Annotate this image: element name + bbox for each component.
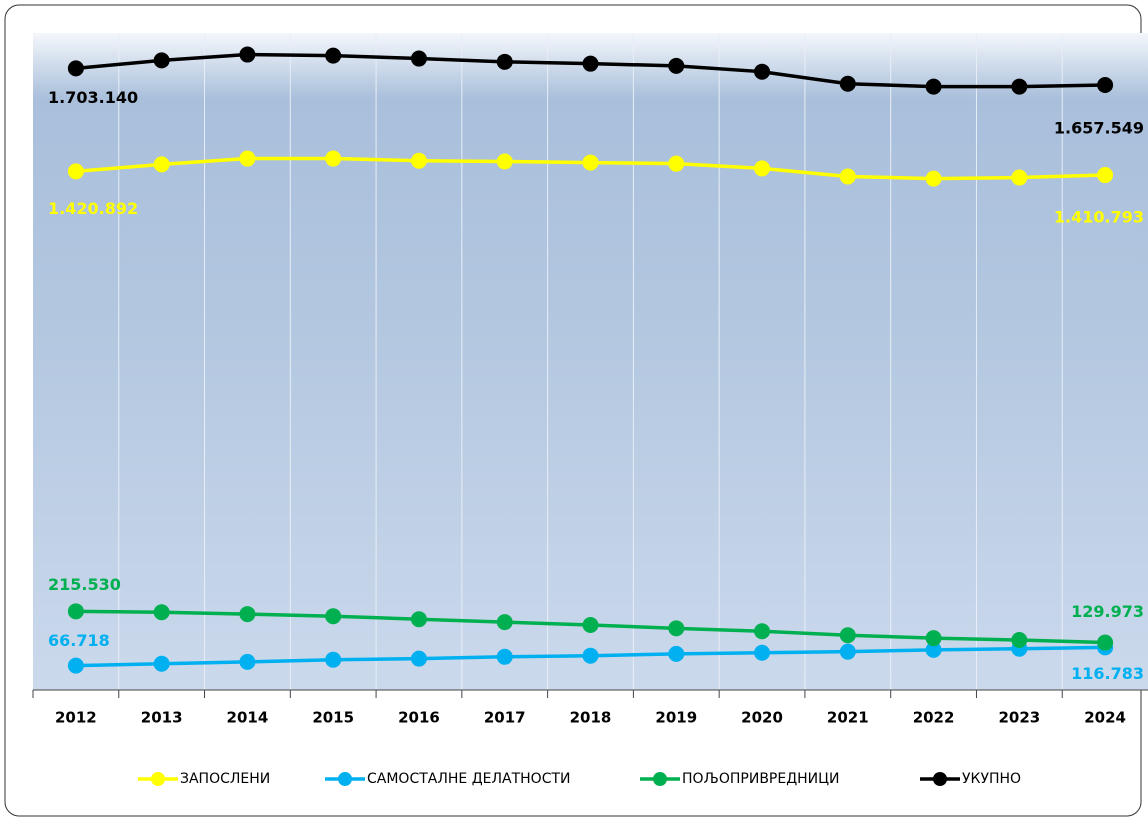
x-tick-label: 2021 [827,709,869,727]
marker [668,57,685,74]
data-label: 1.420.892 [48,199,138,218]
marker [67,60,84,77]
marker [325,47,342,64]
x-tick-label: 2013 [141,709,183,727]
marker [153,156,170,173]
x-tick-label: 2023 [998,709,1040,727]
legend-marker [338,772,352,786]
legend-label: УКУПНО [962,771,1021,787]
marker [582,55,599,72]
data-label: 1.703.140 [48,88,138,107]
x-tick-label: 2017 [484,709,526,727]
marker [1011,78,1028,95]
marker [325,608,342,625]
marker [668,155,685,172]
marker [410,152,427,169]
marker [839,643,856,660]
marker [153,655,170,672]
marker [153,52,170,69]
marker [496,614,513,631]
marker [325,651,342,668]
marker [839,627,856,644]
marker [582,647,599,664]
legend-label: ЗАПОСЛЕНИ [180,771,270,787]
marker [668,645,685,662]
marker [582,617,599,634]
marker [839,168,856,185]
marker [925,641,942,658]
x-tick-label: 2020 [741,709,783,727]
marker [1097,167,1114,184]
marker [754,63,771,80]
x-tick-label: 2024 [1084,709,1126,727]
plot-area [33,33,1148,690]
marker [325,150,342,167]
marker [1011,169,1028,186]
x-tick-label: 2014 [227,709,269,727]
marker [153,604,170,621]
marker [1097,76,1114,93]
marker [410,50,427,67]
marker [239,150,256,167]
marker [925,170,942,187]
marker [67,163,84,180]
marker [496,53,513,70]
marker [754,644,771,661]
legend-label: ПОЉОПРИВРЕДНИЦИ [682,771,840,787]
marker [582,154,599,171]
legend-marker [653,772,667,786]
x-tick-label: 2015 [312,709,354,727]
data-label: 116.783 [1071,664,1144,683]
marker [925,78,942,95]
marker [1097,634,1114,651]
marker [67,657,84,674]
marker [239,46,256,63]
data-label: 215.530 [48,575,121,594]
marker [239,653,256,670]
marker [1011,631,1028,648]
legend-marker [151,772,165,786]
x-tick-label: 2018 [570,709,612,727]
marker [496,153,513,170]
data-label: 129.973 [1071,602,1144,621]
legend-marker [933,772,947,786]
data-label: 1.657.549 [1054,118,1144,137]
marker [839,75,856,92]
marker [925,630,942,647]
marker [668,620,685,637]
x-tick-label: 2019 [655,709,697,727]
marker [239,606,256,623]
data-label: 1.410.793 [1054,208,1144,227]
marker [410,650,427,667]
x-tick-label: 2012 [55,709,97,727]
marker [496,648,513,665]
x-tick-label: 2022 [913,709,955,727]
marker [67,603,84,620]
x-tick-label: 2016 [398,709,440,727]
marker [754,623,771,640]
marker [754,160,771,177]
marker [410,611,427,628]
data-label: 66.718 [48,631,110,650]
legend-label: САМОСТАЛНЕ ДЕЛАТНОСТИ [367,771,571,787]
